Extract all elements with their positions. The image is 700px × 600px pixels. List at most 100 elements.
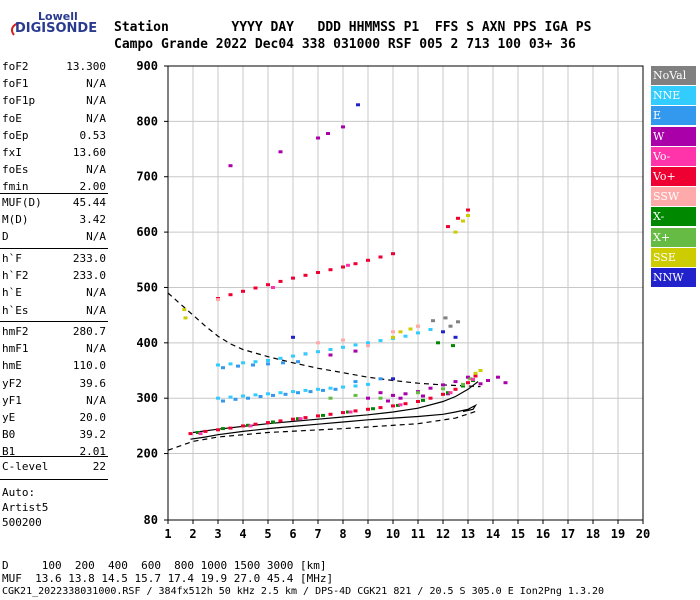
param-value: N/A [86, 230, 106, 244]
echo-point-nne [341, 345, 345, 349]
param-row: B0 39.2 [2, 428, 106, 445]
param-label: yF1 [2, 393, 22, 407]
param-label: h`F2 [2, 269, 29, 283]
echo-point-sse [183, 316, 188, 320]
x-tick-label: 4 [239, 527, 246, 541]
echo-point-nne [278, 356, 283, 360]
echo-point-vo- [353, 262, 358, 266]
echo-point-x- [461, 382, 465, 386]
echo-point-nne [228, 362, 233, 366]
echo-point-nne [353, 343, 358, 347]
echo-point-w [428, 386, 433, 390]
param-value: 280.7 [72, 325, 106, 338]
echo-point-x- [451, 344, 455, 348]
echo-point-e [221, 399, 225, 403]
echo-point-vo- [228, 293, 233, 297]
echo-point-nne [241, 394, 245, 398]
echo-point-e [221, 366, 225, 370]
echo-point-ssw [341, 338, 345, 342]
echo-point-vo- [391, 404, 395, 408]
param-row: foEs N/A [2, 163, 106, 180]
echo-point-w [391, 393, 395, 397]
param-row: hmF2 280.7 [2, 325, 106, 342]
param-value: 233.0 [72, 252, 106, 265]
echo-point-nne [216, 363, 220, 367]
param-label: hmE [2, 359, 22, 373]
param-row: B1 2.01 [2, 445, 106, 462]
echo-point-e [246, 396, 250, 400]
echo-point-nnw [391, 377, 395, 381]
param-label: foEp [2, 128, 29, 142]
echo-point-w [228, 164, 233, 168]
param-value: 3.42 [79, 213, 107, 227]
echo-point-noval [431, 319, 435, 323]
echo-point-vo- [441, 392, 445, 396]
echo-point-e [236, 364, 240, 368]
param-label: h`E [2, 286, 22, 300]
echo-point-nne [253, 393, 258, 397]
param-label: foEs [2, 163, 29, 177]
x-tick-label: 5 [264, 527, 271, 541]
echo-point-nne [291, 354, 295, 358]
param-value: 13.60 [72, 146, 106, 159]
echo-point-vo- [266, 283, 270, 287]
echo-point-vo- [291, 276, 295, 280]
x-tick-label: 16 [536, 527, 550, 541]
param-value: 39.2 [79, 428, 107, 442]
echo-point-e [308, 390, 313, 394]
param-row: foEp 0.53 [2, 129, 106, 146]
x-tick-label: 18 [586, 527, 600, 541]
echo-point-vo- [198, 432, 203, 436]
x-tick-label: 9 [364, 527, 371, 541]
echo-point-vo- [328, 268, 333, 272]
echo-point-nne [328, 348, 333, 351]
echo-point-w [403, 392, 408, 396]
param-label: fmin [2, 180, 29, 194]
echo-point-vo- [316, 271, 320, 274]
echo-point-sse [453, 230, 458, 234]
echo-point-vo- [366, 407, 370, 411]
echo-point-vo- [353, 409, 358, 413]
echo-point-nne [341, 385, 345, 389]
param-label: fxI [2, 146, 22, 159]
echo-point-vo- [471, 377, 475, 381]
param-value: 45.44 [72, 196, 106, 209]
echo-point-x- [421, 398, 425, 402]
echo-point-e [296, 360, 300, 364]
echo-point-nne [366, 382, 370, 386]
echo-point-nne [403, 334, 408, 338]
echo-point-ssw [391, 330, 395, 334]
param-row: h`E N/A [2, 286, 106, 303]
model-curve-dashed [167, 410, 476, 451]
echo-point-vo- [448, 391, 453, 395]
echo-point-w [503, 381, 508, 385]
param-value: 110.0 [72, 359, 106, 373]
echo-point-w [278, 150, 283, 154]
echo-point-vo- [366, 258, 370, 262]
echo-point-x- [196, 431, 200, 434]
echo-point-vo- [188, 432, 193, 436]
y-tick-label: 700 [136, 170, 158, 184]
echo-point-vo- [346, 263, 350, 267]
trace-curve [190, 403, 478, 440]
param-row: yE 20.0 [2, 411, 106, 428]
echo-point-vo- [271, 286, 275, 289]
echo-point-nnw [356, 103, 360, 107]
param-row: M(D) 3.42 [2, 213, 106, 230]
y-tick-label: 600 [136, 225, 158, 239]
echo-point-vo- [253, 286, 258, 290]
legend-item: NoVal [651, 66, 696, 85]
param-label: hmF1 [2, 342, 29, 356]
legend-item: X- [651, 207, 696, 227]
legend-item: NNW [651, 268, 696, 287]
x-tick-label: 6 [289, 527, 296, 541]
x-tick-label: 1 [164, 527, 171, 541]
echo-point-vo- [428, 396, 433, 400]
autoscaler-info: Auto: [2, 486, 36, 499]
param-label: D [2, 230, 9, 244]
param-value: N/A [86, 77, 106, 91]
separator-line [0, 248, 108, 249]
logo-lowell: Lowell [38, 10, 78, 23]
param-label: hmF2 [2, 325, 29, 338]
echo-point-x- [461, 384, 465, 388]
